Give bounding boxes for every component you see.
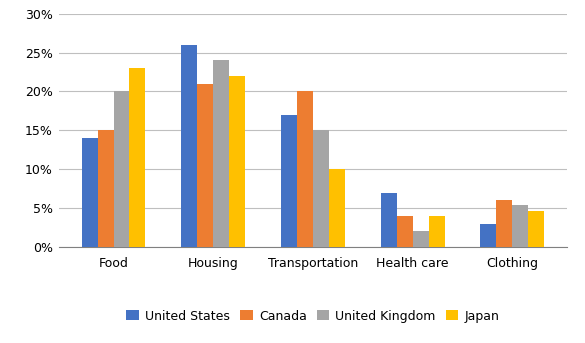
Legend: United States, Canada, United Kingdom, Japan: United States, Canada, United Kingdom, J… [122,305,504,328]
Bar [297,92,313,247]
Bar [528,211,544,247]
Bar [381,192,397,247]
Bar [480,224,497,247]
Bar [229,76,245,247]
Bar [497,200,512,247]
Bar [129,68,146,247]
Bar [313,130,329,247]
Bar [429,216,445,247]
Bar [98,130,113,247]
Bar [512,205,528,247]
Bar [181,45,197,247]
Bar [397,216,412,247]
Bar [197,84,214,247]
Bar [281,115,297,247]
Bar [113,92,129,247]
Bar [82,138,98,247]
Bar [214,60,229,247]
Bar [329,169,345,247]
Bar [412,232,429,247]
